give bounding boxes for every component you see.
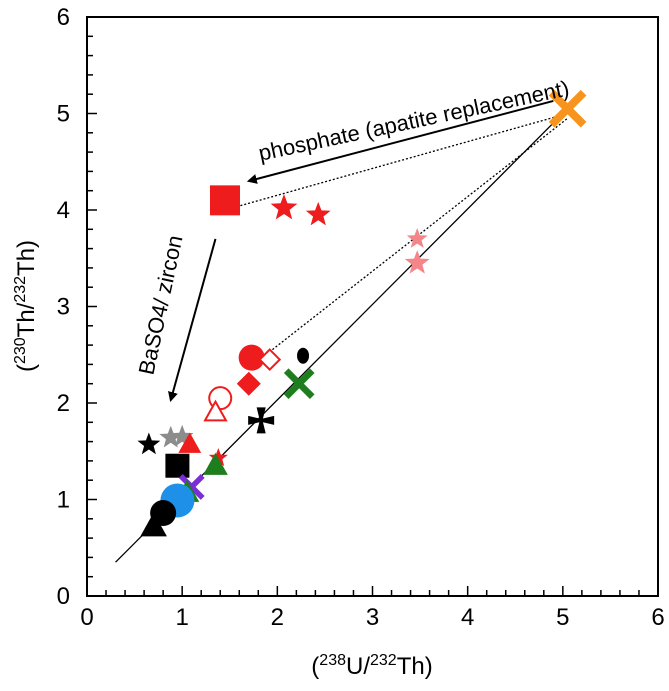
data-point-triangle [178,432,202,453]
data-point-star [305,201,331,226]
data-point-diamond-open [258,348,282,371]
y-tick-label: 6 [57,4,70,31]
trend-arrow [246,99,554,184]
mixing-line [224,112,568,211]
data-point-cross [248,407,275,434]
y-tick-label: 2 [57,390,70,417]
y-tick-label: 3 [57,294,70,321]
data-point-triangle-open [203,399,228,422]
y-tick-labels: 0 1 2 3 4 5 6 [57,4,70,610]
trend-arrow [168,238,217,403]
x-tick-label: 5 [556,604,569,631]
x-tick-label: 1 [175,604,188,631]
data-point-star [208,448,228,467]
data-point-star [270,194,298,220]
annotation-label: BaSO4/ zircon [134,233,188,377]
data-point-diamond [236,371,261,396]
annotations: phosphate (apatite replacement)BaSO4/ zi… [134,75,572,376]
x-tick-label: 6 [651,604,664,631]
axis-ticks [86,16,659,597]
data-point-x [283,368,315,399]
data-point-circle [238,344,265,371]
data-point-triangle [140,512,167,537]
mixing-line [253,117,568,365]
data-point-star [159,425,183,448]
x-tick-labels: 0 1 2 3 4 5 6 [80,604,664,631]
x-axis-title: (238U/232Th) [311,652,432,680]
y-tick-label: 0 [57,583,70,610]
data-point-x [548,89,587,128]
data-point-triangle [203,452,228,475]
data-point-star [406,227,428,248]
data-points [137,89,587,537]
data-point-square [165,453,190,478]
x-tick-label: 3 [366,604,379,631]
y-axis-title: (230Th/232Th) [12,240,40,372]
x-tick-label: 4 [461,604,474,631]
data-point-star [170,424,194,447]
x-tick-label: 0 [80,604,93,631]
y-tick-label: 5 [57,101,70,128]
data-point-star [404,250,430,274]
trend-arrows [168,99,554,403]
x-tick-label: 2 [271,604,284,631]
y-tick-label: 1 [57,487,70,514]
y-tick-label: 4 [57,197,70,224]
data-point-star [137,432,161,455]
data-point-ellipse [297,347,310,364]
data-point-square [209,185,240,216]
